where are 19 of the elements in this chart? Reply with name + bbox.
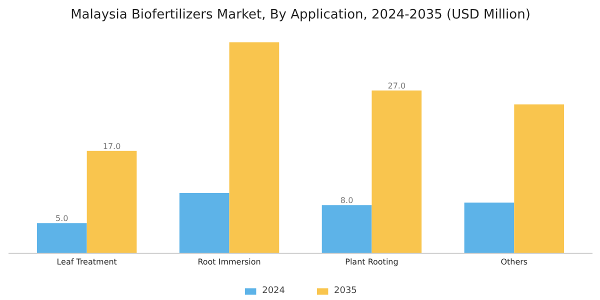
bar (36, 223, 87, 254)
data-label: 17.0 (102, 142, 121, 151)
bar (514, 104, 564, 254)
bar (179, 193, 230, 254)
chart-title: Malaysia Biofertilizers Market, By Application, 2024-2035 (USD Million) (70, 8, 530, 22)
legend-label: 2024 (262, 286, 285, 296)
x-tick-label: Plant Rooting (345, 257, 398, 266)
data-label: 5.0 (56, 214, 68, 224)
data-label: 8.0 (340, 196, 354, 206)
x-tick-label: Leaf Treatment (56, 257, 117, 266)
bar (86, 150, 137, 254)
bar (464, 202, 514, 254)
data-label: 27.0 (388, 82, 406, 91)
bar (322, 205, 372, 254)
x-tick-label: Others (500, 257, 528, 266)
x-tick-label: Root Immersion (198, 257, 261, 266)
bar (229, 42, 280, 254)
bar (372, 90, 422, 254)
legend-label: 2035 (334, 286, 357, 296)
